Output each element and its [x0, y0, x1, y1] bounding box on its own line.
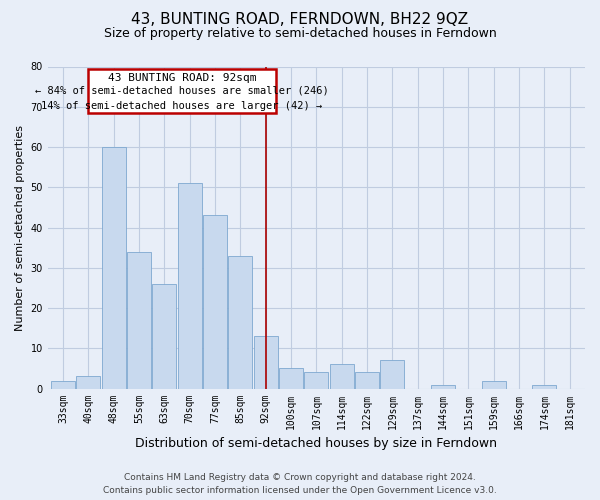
- Bar: [178, 183, 202, 388]
- Text: Size of property relative to semi-detached houses in Ferndown: Size of property relative to semi-detach…: [104, 28, 496, 40]
- Bar: [101, 147, 126, 388]
- Bar: [51, 380, 75, 388]
- Bar: [532, 384, 556, 388]
- Text: ← 84% of semi-detached houses are smaller (246): ← 84% of semi-detached houses are smalle…: [35, 86, 329, 96]
- Bar: [431, 384, 455, 388]
- Bar: [355, 372, 379, 388]
- Text: 43 BUNTING ROAD: 92sqm: 43 BUNTING ROAD: 92sqm: [108, 72, 256, 83]
- Text: Contains HM Land Registry data © Crown copyright and database right 2024.
Contai: Contains HM Land Registry data © Crown c…: [103, 473, 497, 495]
- Bar: [380, 360, 404, 388]
- Text: 43, BUNTING ROAD, FERNDOWN, BH22 9QZ: 43, BUNTING ROAD, FERNDOWN, BH22 9QZ: [131, 12, 469, 28]
- Text: 14% of semi-detached houses are larger (42) →: 14% of semi-detached houses are larger (…: [41, 100, 323, 110]
- Y-axis label: Number of semi-detached properties: Number of semi-detached properties: [15, 124, 25, 330]
- Bar: [229, 256, 253, 388]
- Bar: [304, 372, 328, 388]
- Bar: [254, 336, 278, 388]
- Bar: [152, 284, 176, 389]
- Bar: [127, 252, 151, 388]
- Bar: [329, 364, 354, 388]
- Bar: [279, 368, 303, 388]
- Bar: [203, 216, 227, 388]
- Bar: [76, 376, 100, 388]
- Bar: [482, 380, 506, 388]
- X-axis label: Distribution of semi-detached houses by size in Ferndown: Distribution of semi-detached houses by …: [136, 437, 497, 450]
- FancyBboxPatch shape: [88, 68, 276, 113]
